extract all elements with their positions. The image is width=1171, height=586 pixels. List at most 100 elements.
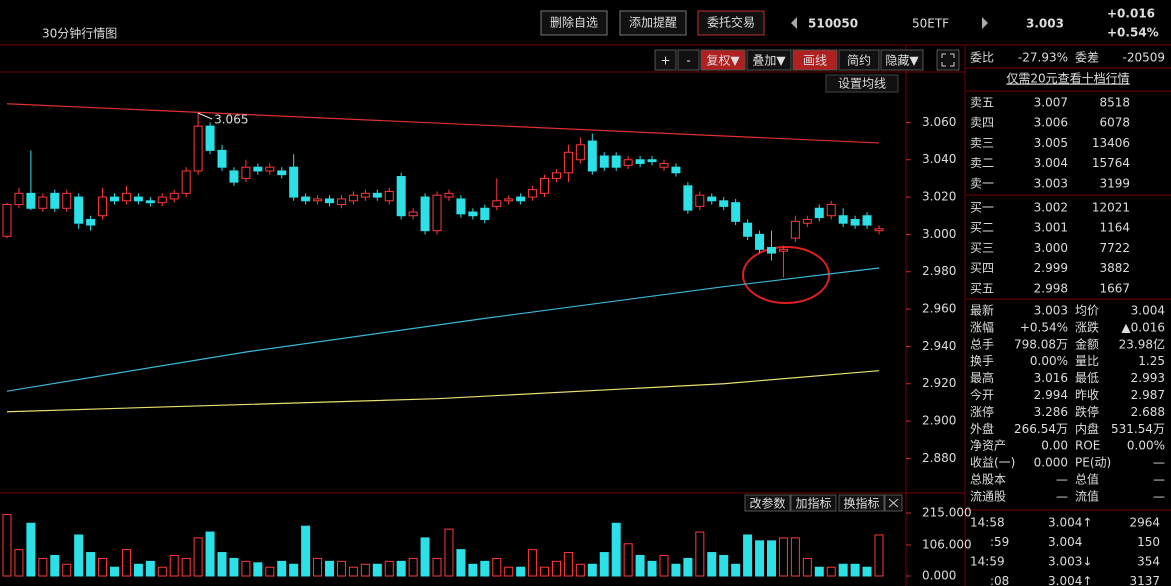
stat-label: 总股本 — [970, 473, 1006, 487]
volume-bar — [38, 557, 48, 577]
panel-value: -27.93% — [1018, 51, 1068, 65]
toolbar-button[interactable] — [654, 49, 677, 71]
toolbar-button[interactable] — [880, 49, 924, 71]
page-title: 30分钟行情图 — [42, 26, 117, 41]
candle-body — [587, 140, 597, 172]
toolbar-button[interactable] — [677, 49, 700, 71]
trade-time: :08 — [990, 574, 1009, 586]
candle-body — [336, 198, 346, 206]
fullscreen-icon[interactable] — [936, 49, 960, 71]
prev-arrow[interactable] — [791, 17, 797, 29]
volume-bar — [372, 563, 382, 577]
ma-button-label[interactable]: 设置均线 — [838, 77, 886, 91]
stat-label: 最低 — [1075, 371, 1099, 385]
volume-bar — [313, 557, 323, 577]
volume-button-label[interactable]: 改参数 — [749, 496, 785, 511]
volume-bar — [647, 560, 657, 577]
candle-body — [850, 218, 860, 226]
volume-bar — [743, 534, 753, 577]
volume-bar — [301, 525, 311, 577]
stat-value: 1.25 — [1138, 354, 1165, 368]
candle-body — [360, 192, 370, 198]
volume-bar — [826, 566, 836, 577]
candle-body — [2, 204, 12, 237]
volume-bar — [348, 566, 358, 577]
volume-bar — [623, 543, 633, 577]
stat-label: 跌停 — [1075, 404, 1099, 419]
volume-bar — [850, 563, 860, 577]
next-arrow[interactable] — [982, 17, 988, 29]
stat-label: 流通股 — [970, 489, 1006, 503]
panel-label: 委比 — [970, 51, 994, 65]
toolbar-label[interactable]: 画线 — [803, 54, 827, 68]
stock-name: 50ETF — [912, 17, 949, 31]
promo-link[interactable]: 仅需20元查看十档行情 — [1006, 72, 1129, 86]
toolbar-label[interactable]: 简约 — [847, 53, 871, 68]
button[interactable] — [619, 10, 687, 36]
ma-button[interactable] — [825, 74, 899, 93]
toolbar-button[interactable] — [700, 49, 746, 71]
stat-label: 涨停 — [970, 404, 994, 419]
candle-body — [444, 192, 454, 198]
toolbar-label[interactable]: - — [686, 54, 690, 68]
candle-body — [611, 155, 621, 168]
volume-bar — [838, 563, 848, 577]
volume-bar — [265, 566, 275, 577]
panel-label: 委差 — [1075, 51, 1099, 65]
candle-body — [492, 200, 502, 207]
stat-label: 外盘 — [970, 421, 994, 436]
trade-time: 14:59 — [970, 555, 1005, 569]
button[interactable] — [540, 10, 608, 36]
candle-body — [26, 192, 36, 209]
button[interactable] — [697, 10, 765, 36]
stat-value: 0.00% — [1127, 439, 1165, 453]
toolbar-button[interactable] — [746, 49, 792, 71]
candle-body — [289, 166, 299, 198]
volume-bar — [671, 563, 681, 577]
volume-button[interactable] — [744, 494, 791, 512]
stat-value: 3.286 — [1034, 405, 1068, 419]
stock-code: 510050 — [808, 17, 858, 31]
volume-bar — [384, 560, 394, 577]
book-price: 3.004 — [1034, 156, 1068, 170]
stat-value: — — [1056, 489, 1068, 503]
close-icon[interactable] — [884, 494, 903, 512]
stat-label: 均价 — [1075, 304, 1099, 318]
stat-value: 3.004 — [1131, 304, 1165, 318]
candle-body — [814, 207, 824, 219]
volume-button[interactable] — [838, 494, 885, 512]
book-label: 买二 — [970, 221, 994, 235]
stat-label: PE(动) — [1075, 456, 1111, 470]
candle-body — [301, 196, 311, 202]
button-label[interactable]: 添加提醒 — [629, 15, 677, 30]
volume-button[interactable] — [790, 494, 837, 512]
volume-bar — [86, 552, 96, 577]
button-label[interactable]: 删除自选 — [550, 15, 598, 30]
volume-button-label[interactable]: 换指标 — [843, 496, 879, 511]
button-label[interactable]: 委托交易 — [707, 15, 755, 30]
price-change-pct: +0.54% — [1107, 26, 1159, 40]
candle-body — [408, 211, 418, 217]
book-price: 3.002 — [1034, 201, 1068, 215]
toolbar-label[interactable]: 叠加▼ — [752, 54, 786, 68]
toolbar-button[interactable] — [792, 49, 838, 71]
book-label: 买三 — [970, 241, 994, 255]
volume-button-label[interactable]: 加指标 — [795, 496, 831, 511]
toolbar-label[interactable]: 复权▼ — [706, 54, 740, 68]
candle-body — [432, 194, 442, 232]
volume-bar — [516, 566, 526, 577]
volume-bar — [193, 537, 203, 577]
toolbar-button[interactable] — [838, 49, 880, 71]
book-label: 买五 — [970, 281, 994, 295]
candle-body — [133, 196, 143, 202]
candle-body — [241, 166, 251, 179]
trade-price: 3.004↑ — [1048, 574, 1092, 586]
volume-bar — [217, 552, 227, 577]
toolbar-label[interactable]: + — [660, 54, 670, 68]
toolbar-label[interactable]: 隐藏▼ — [885, 54, 919, 68]
volume-bar — [289, 563, 299, 577]
book-label: 买一 — [970, 201, 994, 215]
candle-body — [623, 159, 633, 166]
volume-bar — [731, 563, 741, 577]
y-tick-label: 3.060 — [922, 115, 956, 129]
